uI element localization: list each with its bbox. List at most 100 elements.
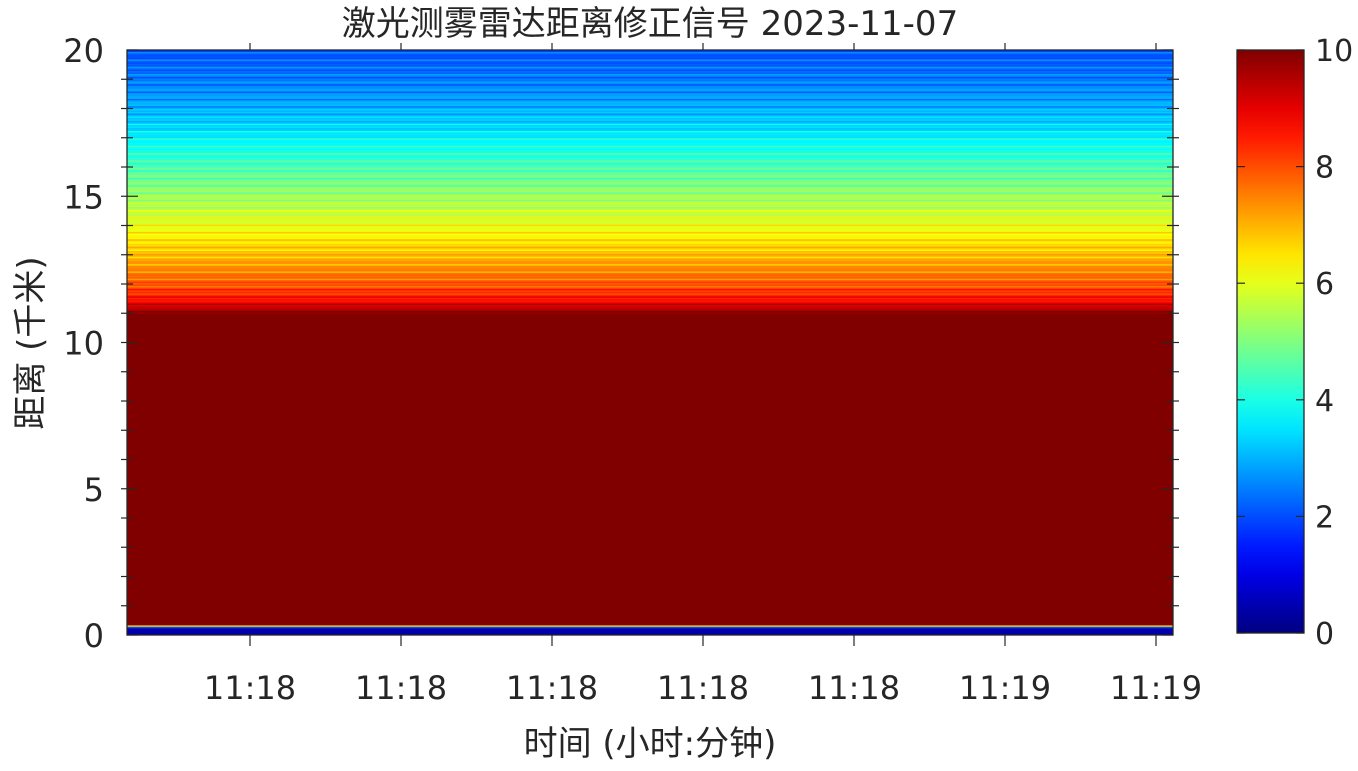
heatmap-band [127,374,1173,377]
heatmap-band [127,153,1173,156]
heatmap-band [127,174,1173,177]
heatmap-band [127,133,1173,136]
heatmap-band [127,577,1173,581]
heatmap-band [127,161,1173,164]
heatmap-band [127,247,1173,250]
y-axis-label: 距离 (千米) [11,256,51,429]
heatmap-band [127,589,1173,592]
heatmap-band [127,104,1173,107]
heatmap-band [127,126,1173,129]
heatmap-band [127,240,1173,243]
heatmap-band [127,367,1173,370]
heatmap-band [127,298,1173,301]
y-axis: 0 5 10 15 20 [63,32,1179,655]
heatmap-band [127,282,1173,285]
heatmap-band [127,465,1173,468]
heatmap-band [127,120,1173,123]
heatmap-band [127,412,1173,415]
heatmap-band [127,342,1173,345]
heatmap-band [127,76,1173,79]
heatmap-band [127,398,1173,401]
heatmap-band [127,143,1173,146]
heatmap-band [127,187,1173,190]
heatmap-band [127,215,1173,218]
heatmap-band [127,469,1173,472]
heatmap-band [127,80,1173,83]
colorbar-tick-label: 6 [1315,267,1334,302]
heatmap-band [127,387,1173,390]
heatmap-band [127,317,1173,320]
heatmap-band [127,614,1173,617]
heatmap-band [127,291,1173,294]
heatmap-band [127,380,1173,383]
heatmap-band [127,596,1173,600]
heatmap-band [127,618,1173,621]
heatmap-band [127,111,1173,114]
heatmap-band [127,70,1173,73]
heatmap-band [127,123,1173,126]
heatmap-band [127,496,1173,499]
heatmap-band [127,77,1173,80]
heatmap-band [127,264,1173,268]
heatmap-band [127,560,1173,563]
heatmap-band [127,604,1173,607]
heatmap-band [127,553,1173,556]
heatmap-band [127,307,1173,310]
heatmap-band [127,244,1173,247]
heatmap-band [127,462,1173,465]
heatmap-band [127,345,1173,348]
heatmap-band [127,633,1173,635]
heatmap-band [127,251,1173,254]
heatmap-band [127,498,1173,502]
heatmap-band [127,617,1173,620]
heatmap-band [127,191,1173,194]
heatmap-band [127,381,1173,385]
heatmap-band [127,532,1173,535]
heatmap-band [127,422,1173,425]
x-tick-label: 11:18 [808,669,900,707]
heatmap-band [127,156,1173,159]
x-axis-label: 时间 (小时:分钟) [524,724,777,764]
heatmap-band [127,361,1173,364]
heatmap-band [127,441,1173,445]
heatmap-band [127,288,1173,291]
heatmap-band [127,136,1173,139]
x-tick-label: 11:18 [204,669,296,707]
heatmap-band [127,373,1173,376]
heatmap-band [127,572,1173,575]
heatmap-band [127,538,1173,541]
heatmap-band [127,602,1173,605]
heatmap-bands [127,50,1173,635]
heatmap-band [127,152,1173,155]
heatmap-band [127,390,1173,393]
x-axis: 11:18 11:18 11:18 11:18 11:18 11:19 11:19 [204,43,1202,707]
heatmap-band [127,365,1173,368]
heatmap-band [127,169,1173,172]
heatmap-band [127,105,1173,108]
heatmap-band [127,542,1173,545]
heatmap-band [127,139,1173,142]
heatmap-band [127,82,1173,85]
heatmap-band [127,300,1173,303]
heatmap-band [127,71,1173,74]
heatmap-band [127,269,1173,272]
heatmap-band [127,90,1173,94]
heatmap-band [127,402,1173,405]
heatmap-band [127,519,1173,522]
heatmap-band [127,253,1173,256]
heatmap-band [127,310,1173,313]
heatmap-band [127,576,1173,579]
heatmap-band [127,452,1173,455]
heatmap-band [127,128,1173,132]
heatmap-band [127,371,1173,374]
heatmap-band [127,632,1173,635]
heatmap-band [127,83,1173,86]
heatmap-band [127,493,1173,496]
heatmap-band [127,228,1173,231]
heatmap-band [127,406,1173,409]
heatmap-band [127,232,1173,235]
heatmap-band [127,327,1173,330]
heatmap-band [127,130,1173,133]
heatmap-band [127,424,1173,427]
